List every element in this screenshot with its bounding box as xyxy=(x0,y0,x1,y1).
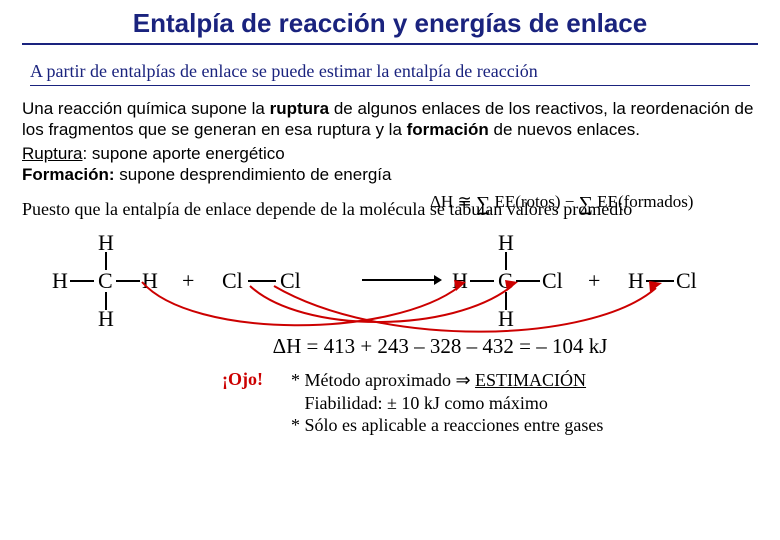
p1d: formación xyxy=(407,120,489,139)
enthalpy-formula: ΔH ≅ ∑ EE(rotos) − ∑ EE(formados) xyxy=(430,192,693,216)
bond xyxy=(470,280,494,282)
atom-cl: Cl xyxy=(280,268,301,294)
line-formacion: Formación: supone desprendimiento de ene… xyxy=(22,164,758,185)
atom-h: H xyxy=(452,268,468,294)
p1e: de nuevos enlaces. xyxy=(489,120,640,139)
note2: Fiabilidad: ± 10 kJ como máximo xyxy=(291,392,603,415)
atom-c: C xyxy=(498,268,513,294)
bond xyxy=(248,280,276,282)
plus-sign: + xyxy=(182,268,194,294)
note3: * Sólo es aplicable a reacciones entre g… xyxy=(291,414,603,437)
bond xyxy=(646,280,674,282)
atom-cl: Cl xyxy=(222,268,243,294)
ruptura-label: Ruptura xyxy=(22,144,82,163)
paragraph-main: Una reacción química supone la ruptura d… xyxy=(22,98,758,141)
reaction-arrow-icon xyxy=(362,274,442,286)
bond xyxy=(505,292,507,310)
line-ruptura: Ruptura: supone aporte energético xyxy=(22,143,758,164)
bond xyxy=(116,280,140,282)
plus-sign: + xyxy=(588,268,600,294)
atom-h: H xyxy=(52,268,68,294)
bond xyxy=(516,280,540,282)
formacion-label: Formación: xyxy=(22,165,115,184)
atom-h: H xyxy=(628,268,644,294)
p1a: Una reacción química supone la xyxy=(22,99,270,118)
reaction-diagram: H H C H H + Cl Cl H H C Cl H + H Cl xyxy=(52,224,758,334)
note-list: * Método aproximado ⇒ ESTIMACIÓN Fiabili… xyxy=(291,369,603,437)
formacion-text: supone desprendimiento de energía xyxy=(115,165,392,184)
ruptura-text: : supone aporte energético xyxy=(82,144,284,163)
bond xyxy=(105,252,107,270)
note1: * Método aproximado ⇒ ESTIMACIÓN xyxy=(291,369,603,392)
bond xyxy=(505,252,507,270)
delta-h-calc: ΔH = 413 + 243 – 328 – 432 = – 104 kJ xyxy=(122,334,758,359)
bond xyxy=(70,280,94,282)
p1b: ruptura xyxy=(270,99,330,118)
intro-line: A partir de entalpías de enlace se puede… xyxy=(30,61,750,86)
slide: Entalpía de reacción y energías de enlac… xyxy=(0,0,780,540)
atom-cl: Cl xyxy=(542,268,563,294)
atom-cl: Cl xyxy=(676,268,697,294)
notes-block: ¡Ojo! * Método aproximado ⇒ ESTIMACIÓN F… xyxy=(22,369,758,437)
atom-h: H xyxy=(142,268,158,294)
bond xyxy=(105,292,107,310)
atom-c: C xyxy=(98,268,113,294)
ojo-label: ¡Ojo! xyxy=(222,369,263,437)
slide-title: Entalpía de reacción y energías de enlac… xyxy=(22,8,758,45)
